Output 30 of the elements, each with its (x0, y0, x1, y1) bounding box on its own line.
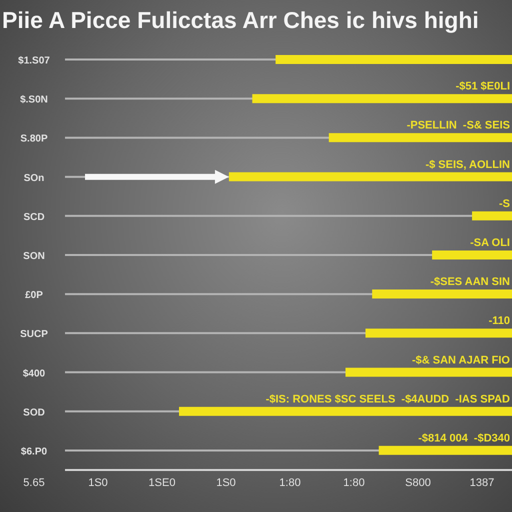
y-tick-label: $1.S07 (18, 56, 50, 67)
text: 1:80 (279, 477, 301, 489)
annotation: -SA OLI (470, 237, 510, 249)
annotation: -$814 004 -$D340 (418, 432, 510, 444)
annotation: -$SES AAN SIN (430, 276, 510, 288)
text: 1:80 (343, 477, 365, 489)
text: 1S0 (216, 477, 236, 489)
y-tick-label: $.S0N (20, 94, 48, 106)
y-tick-label: SUCP (20, 329, 48, 340)
text: 1387 (470, 477, 494, 489)
y-tick-label: S.80P (20, 134, 48, 145)
annotation: -S (499, 198, 510, 210)
y-tick-label: SOn (24, 172, 44, 184)
annotation: -$51 $E0LI (456, 80, 510, 93)
y-tick-label: £0P (25, 290, 44, 302)
text: S800 (405, 477, 431, 489)
annotation: -$& SAN AJAR FIO (412, 354, 510, 366)
y-tick-label: SCD (23, 212, 45, 223)
annotation: -PSELLIN -S& SEIS (406, 120, 510, 132)
annotation: -110 (488, 315, 510, 328)
chart-title: Piie A Picce Fulicctas Arr Ches ic hivs highi (1, 6, 480, 35)
text: 1S0 (88, 477, 108, 489)
y-tick-label: SOD (23, 407, 45, 418)
annotation: -$IS: RONES $SC SEELS -$4AUDD -IAS SPAD (266, 393, 510, 406)
y-tick-label: $6.P0 (20, 446, 48, 458)
y-tick-label: $400 (22, 368, 46, 380)
text: 1SE0 (148, 477, 176, 489)
y-tick-label: SON (23, 251, 45, 262)
annotation: -$ SEIS, AOLLIN (425, 158, 510, 171)
text: 5.65 (23, 477, 45, 489)
